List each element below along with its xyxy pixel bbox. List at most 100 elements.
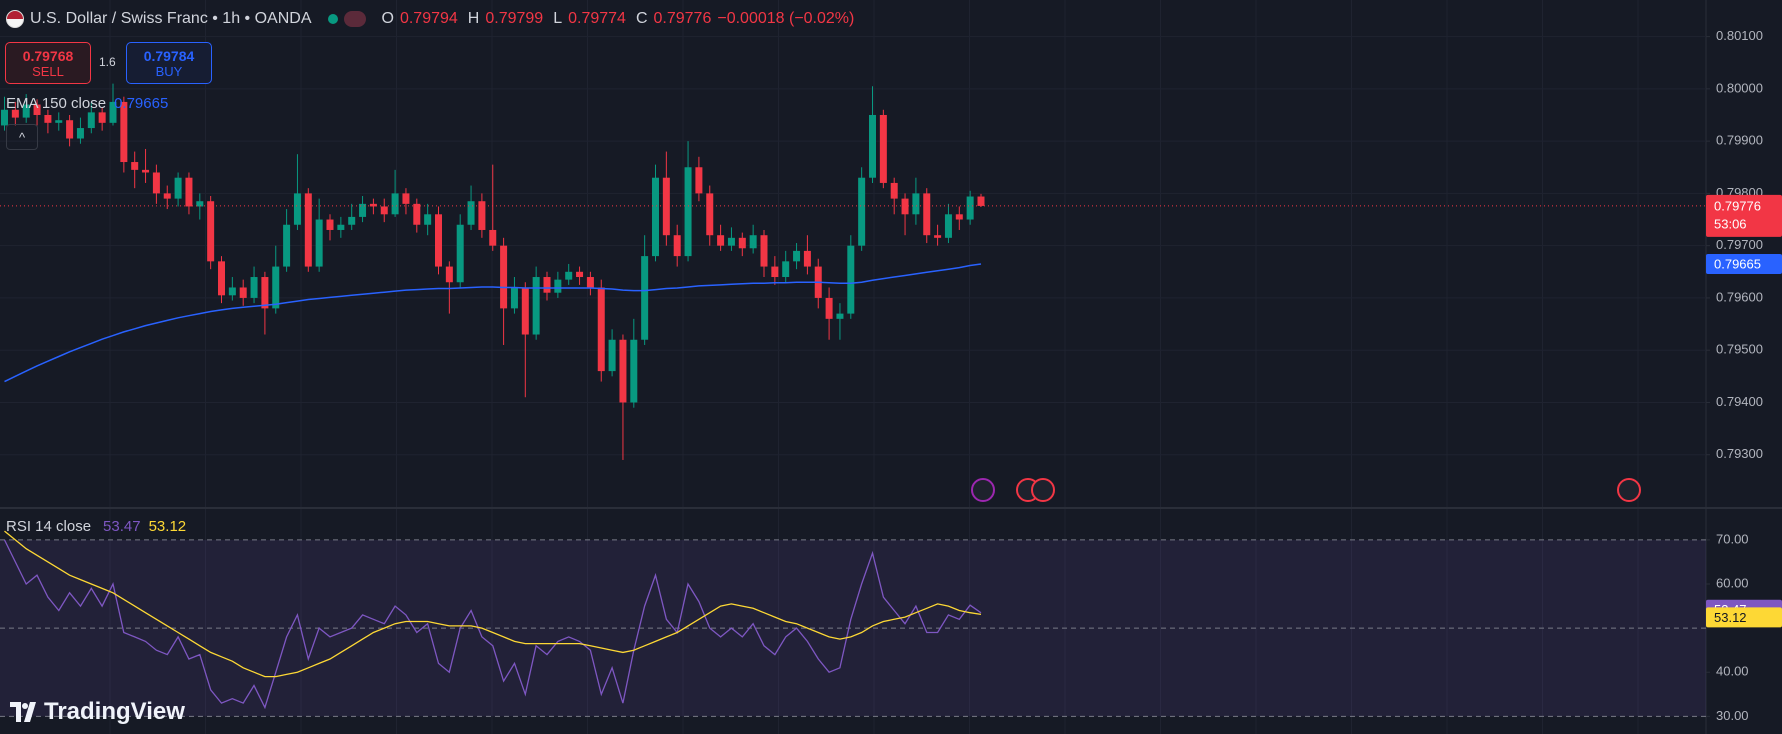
candle-body [445,266,453,283]
candle-body [879,114,887,183]
candle-body [315,219,323,267]
candle-body [652,177,659,257]
candle-body [87,112,95,129]
ema-badge-bg [1706,253,1782,274]
candle-body [944,214,952,238]
buy-label: BUY [155,63,183,79]
candle-body [239,287,247,298]
event-icon [1031,478,1055,502]
rsi-ma-badge: 53.12 [1714,610,1747,625]
candle-body [771,266,779,278]
candle-body [673,235,681,257]
candle-body [185,177,193,207]
candle-body [858,177,866,246]
candle-body [174,177,182,199]
y-tick-label: 70.00 [1716,531,1749,546]
candle-body [554,279,562,293]
symbol-title[interactable]: U.S. Dollar / Swiss Franc • 1h • OANDA [30,10,312,27]
y-tick-label: 0.79700 [1716,237,1763,252]
candle-body [293,193,301,225]
candle-body [749,235,757,249]
event-icon [1617,478,1641,502]
buy-price: 0.79784 [143,47,195,64]
candle-body [98,112,106,123]
y-tick-label: 0.79600 [1716,289,1763,304]
candle-body [207,201,215,262]
candle-body [901,198,909,215]
candle-body [337,224,345,230]
open-label: O [381,10,394,27]
event-icon [971,478,995,502]
brand-text: TradingView [44,698,185,725]
candle-body [912,193,920,215]
status-pill [343,11,366,27]
brand-logo [10,702,36,722]
candle-body [955,214,963,220]
rsi-title: RSI 14 close [6,518,92,535]
candle-body [304,193,312,267]
market-status [327,14,338,24]
candle-body [521,287,529,335]
candle-body [489,229,497,246]
change: −0.00018 (−0.02%) [717,10,855,27]
candle-body [706,193,714,236]
candle-body [803,250,811,267]
y-tick-label: 30.00 [1716,708,1749,723]
y-tick-label: 0.79300 [1716,446,1763,461]
ema-legend[interactable]: EMA 150 close 0.79665 [6,95,168,112]
candle-body [478,201,486,230]
candle-body [738,237,746,249]
candle-body [413,203,421,225]
candle-body [261,277,269,309]
candle-body [597,287,605,372]
symbol-icon [6,10,24,28]
candle-body [359,203,367,217]
candle-body [22,104,30,118]
candle-body [109,101,117,123]
candle-body [152,172,160,194]
candle-body [586,277,594,288]
candle-body [1,109,8,126]
candle-body [44,114,52,123]
candle-body [76,128,84,139]
price-badge: 0.79776 [1714,198,1761,213]
ema-title: EMA 150 close [6,95,107,112]
candle-body [760,235,768,267]
candle-body [131,162,139,170]
candle-body [695,167,703,194]
rsi-legend[interactable]: RSI 14 close 53.47 53.12 [6,518,186,535]
sell-price: 0.79768 [22,47,74,64]
close-label: C [635,10,648,27]
candle-body [218,261,225,296]
candle-body [619,339,627,403]
candle-body [380,206,388,215]
candle-body [456,224,464,283]
branding[interactable]: TradingView [10,698,185,726]
candle-body [836,313,844,319]
rsi-ma-value: 53.12 [148,518,187,535]
candle-body [500,245,508,309]
price-badge-bg [1706,194,1782,237]
low-label: L [553,10,563,27]
candle-body [847,245,855,314]
sell-button[interactable]: 0.79768 SELL [5,42,91,84]
candle-body [869,114,876,178]
buy-button[interactable]: 0.79784 BUY [126,42,212,84]
candle-body [793,250,801,262]
candle-body [348,216,356,225]
candle-body [966,196,974,220]
collapse-button[interactable]: ^ [6,124,38,150]
candle-body [66,120,74,139]
y-tick-label: 0.79500 [1716,342,1763,357]
candle-body [727,237,735,246]
candle-body [662,177,670,236]
candle-body [163,193,171,199]
candle-body [717,235,725,246]
candle-body [684,167,692,257]
candle-body [934,235,942,238]
candle-body [532,277,540,335]
y-tick-label: 0.80100 [1716,28,1763,43]
candle-body [435,214,442,267]
y-tick-label: 60.00 [1716,575,1749,590]
